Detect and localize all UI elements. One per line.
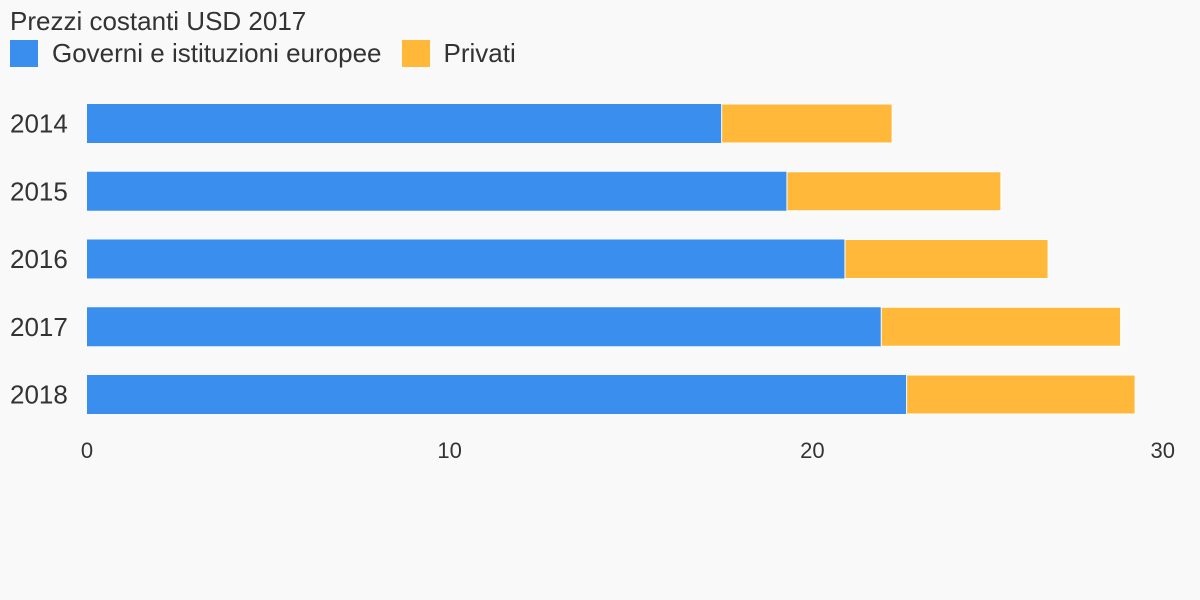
chart-title: Prezzi costanti USD 2017	[10, 6, 307, 36]
bar-2015-series-0	[87, 171, 787, 211]
bar-2015-series-1	[786, 171, 1002, 212]
legend: Governi e istituzioni europee Privati	[10, 38, 536, 69]
category-label-2017: 2017	[10, 312, 68, 342]
legend-item-governi: Governi e istituzioni europee	[10, 38, 382, 69]
bar-2014-series-1	[721, 103, 893, 144]
x-tick-label-0: 0	[81, 438, 93, 463]
x-tick-label-20: 20	[800, 438, 824, 463]
category-label-2014: 2014	[10, 109, 68, 139]
bar-2016-series-0	[87, 239, 845, 279]
legend-label-privati: Privati	[443, 38, 516, 68]
legend-swatch-governi	[10, 40, 38, 67]
category-label-2018: 2018	[10, 380, 68, 410]
x-tick-label-30: 30	[1151, 438, 1175, 463]
bar-2017-series-1	[880, 306, 1122, 347]
bar-2014-series-0	[87, 104, 722, 143]
legend-swatch-privati	[401, 40, 430, 67]
x-tick-label-10: 10	[437, 438, 461, 463]
legend-label-governi: Governi e istituzioni europee	[52, 38, 382, 68]
category-label-2015: 2015	[10, 176, 68, 206]
bar-2016-series-1	[844, 239, 1049, 279]
legend-item-privati: Privati	[401, 38, 516, 69]
bar-2018-series-0	[87, 375, 907, 414]
category-label-2016: 2016	[10, 244, 68, 274]
bar-2018-series-1	[906, 374, 1136, 415]
bar-2017-series-0	[87, 307, 882, 347]
